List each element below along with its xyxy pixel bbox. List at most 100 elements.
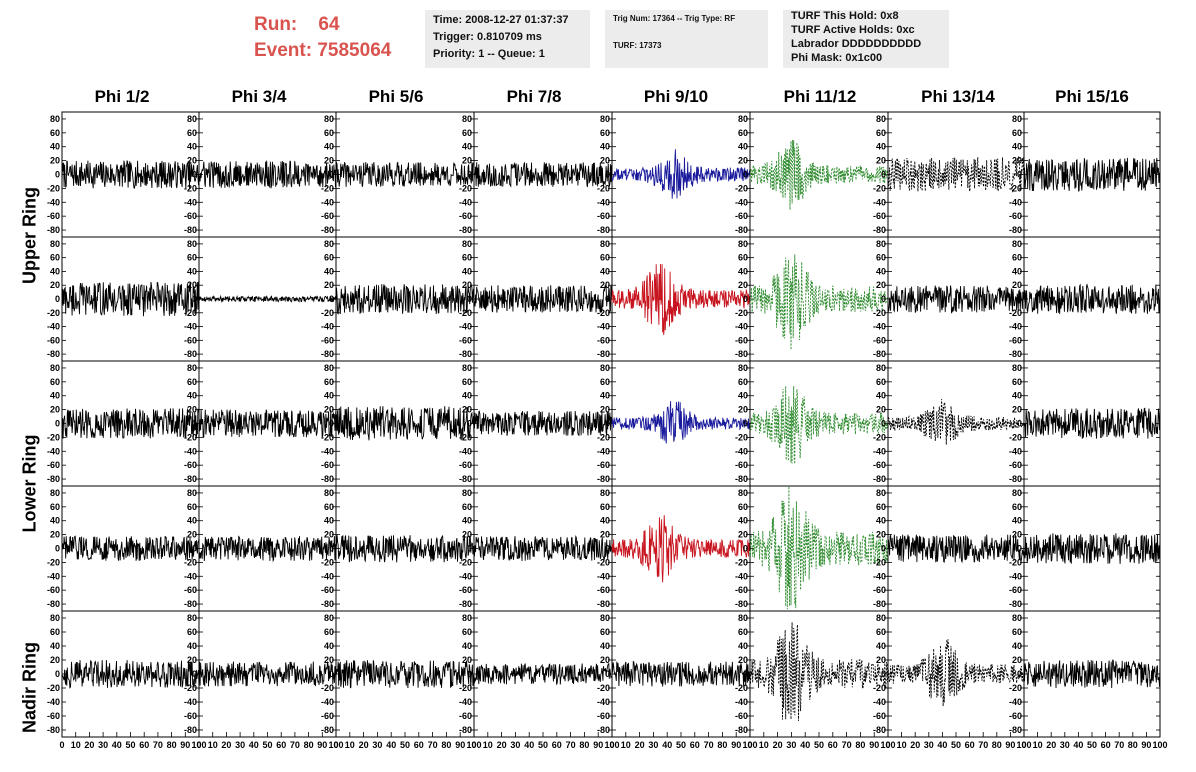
y-tick-label: 0 xyxy=(55,669,60,679)
y-tick-label: 80 xyxy=(1012,114,1022,124)
y-tick-label: -20 xyxy=(321,183,334,193)
turf-hold-line: TURF This Hold: 0x8 xyxy=(791,10,899,22)
y-tick-label: -60 xyxy=(597,211,610,221)
x-tick-label: 80 xyxy=(855,740,865,750)
y-tick-label: 40 xyxy=(600,516,610,526)
y-tick-label: -20 xyxy=(184,432,197,442)
y-tick-label: 20 xyxy=(1012,156,1022,166)
y-tick-label: -20 xyxy=(459,308,472,318)
y-tick-label: 0 xyxy=(467,669,472,679)
y-tick-label: 60 xyxy=(462,502,472,512)
y-tick-label: 60 xyxy=(50,253,60,263)
waveform-series xyxy=(335,535,475,563)
y-tick-label: -80 xyxy=(1009,349,1022,359)
x-tick-label: 20 xyxy=(910,740,920,750)
turf-line: TURF: 17373 xyxy=(613,41,662,50)
y-tick-label: 80 xyxy=(187,613,197,623)
y-tick-label: 0 xyxy=(1017,419,1022,429)
y-tick-label: 0 xyxy=(192,419,197,429)
y-tick-label: 0 xyxy=(881,294,886,304)
y-tick-label: 0 xyxy=(605,170,610,180)
x-tick-label: 90 xyxy=(455,740,465,750)
y-tick-label: 0 xyxy=(605,419,610,429)
y-tick-label: 80 xyxy=(324,363,334,373)
x-tick-label: 90 xyxy=(731,740,741,750)
y-tick-label: 80 xyxy=(600,613,610,623)
x-tick-label: 30 xyxy=(786,740,796,750)
y-tick-label: 20 xyxy=(324,655,334,665)
x-tick-label: 80 xyxy=(441,740,451,750)
y-tick-label: 40 xyxy=(1012,516,1022,526)
waveform-series xyxy=(887,534,1025,564)
y-tick-label: 40 xyxy=(187,641,197,651)
y-tick-label: -80 xyxy=(735,349,748,359)
x-tick-label: 70 xyxy=(153,740,163,750)
x-tick-label: 0 xyxy=(59,740,64,750)
waveform-series xyxy=(473,410,613,437)
y-tick-label: 40 xyxy=(876,142,886,152)
y-tick-label: 80 xyxy=(324,239,334,249)
y-tick-label: 0 xyxy=(467,419,472,429)
x-tick-label: 30 xyxy=(372,740,382,750)
x-tick-label: 50 xyxy=(951,740,961,750)
y-tick-label: 80 xyxy=(600,363,610,373)
x-tick-label: 70 xyxy=(842,740,852,750)
y-tick-label: 60 xyxy=(1012,128,1022,138)
time-panel: Time: 2008-12-27 01:37:37 Trigger: 0.810… xyxy=(425,10,590,68)
y-tick-label: -80 xyxy=(321,599,334,609)
waveform-series xyxy=(61,535,200,561)
column-header-phi-13-14: Phi 13/14 xyxy=(921,87,995,106)
y-tick-label: -40 xyxy=(47,571,60,581)
y-tick-label: 60 xyxy=(738,253,748,263)
y-tick-label: 80 xyxy=(738,239,748,249)
y-tick-label: -60 xyxy=(321,585,334,595)
y-tick-label: 40 xyxy=(738,142,748,152)
time-line: Time: 2008-12-27 01:37:37 xyxy=(433,14,569,26)
y-tick-label: 20 xyxy=(187,405,197,415)
y-tick-label: 20 xyxy=(876,530,886,540)
y-tick-label: 0 xyxy=(881,170,886,180)
trig-num-line: Trig Num: 17364 -- Trig Type: RF xyxy=(613,14,736,23)
y-tick-label: 20 xyxy=(876,280,886,290)
y-tick-label: -20 xyxy=(47,683,60,693)
y-tick-label: 0 xyxy=(1017,669,1022,679)
x-tick-label: 10 xyxy=(71,740,81,750)
y-tick-label: -80 xyxy=(321,225,334,235)
y-tick-label: 80 xyxy=(50,114,60,124)
y-tick-label: 80 xyxy=(1012,488,1022,498)
x-tick-label: 50 xyxy=(676,740,686,750)
y-tick-label: -40 xyxy=(735,571,748,581)
y-tick-label: 20 xyxy=(324,156,334,166)
y-tick-label: -80 xyxy=(873,725,886,735)
y-tick-label: -20 xyxy=(597,308,610,318)
y-tick-label: -20 xyxy=(459,183,472,193)
y-tick-label: 60 xyxy=(50,502,60,512)
y-tick-label: 20 xyxy=(187,156,197,166)
y-tick-label: -80 xyxy=(459,225,472,235)
y-tick-label: 60 xyxy=(187,128,197,138)
y-tick-label: -80 xyxy=(597,349,610,359)
y-tick-label: 60 xyxy=(738,128,748,138)
y-tick-label: 0 xyxy=(467,170,472,180)
y-tick-label: -60 xyxy=(735,460,748,470)
y-tick-label: 60 xyxy=(738,627,748,637)
y-tick-label: -80 xyxy=(184,349,197,359)
y-tick-label: -40 xyxy=(1009,697,1022,707)
y-tick-label: -40 xyxy=(184,697,197,707)
y-tick-label: -80 xyxy=(1009,474,1022,484)
y-tick-label: 60 xyxy=(1012,502,1022,512)
y-tick-label: 40 xyxy=(324,641,334,651)
waveform-series xyxy=(335,161,475,188)
y-tick-label: 80 xyxy=(324,114,334,124)
y-tick-label: 0 xyxy=(881,419,886,429)
y-tick-label: -20 xyxy=(47,557,60,567)
y-tick-label: -60 xyxy=(1009,211,1022,221)
plot-frame xyxy=(887,111,1025,238)
x-tick-label: 70 xyxy=(566,740,576,750)
y-tick-label: 40 xyxy=(187,266,197,276)
x-tick-label: 40 xyxy=(1073,740,1083,750)
y-tick-label: 80 xyxy=(876,239,886,249)
y-tick-label: -80 xyxy=(873,225,886,235)
x-tick-label: 10 xyxy=(483,740,493,750)
y-tick-label: 20 xyxy=(187,530,197,540)
